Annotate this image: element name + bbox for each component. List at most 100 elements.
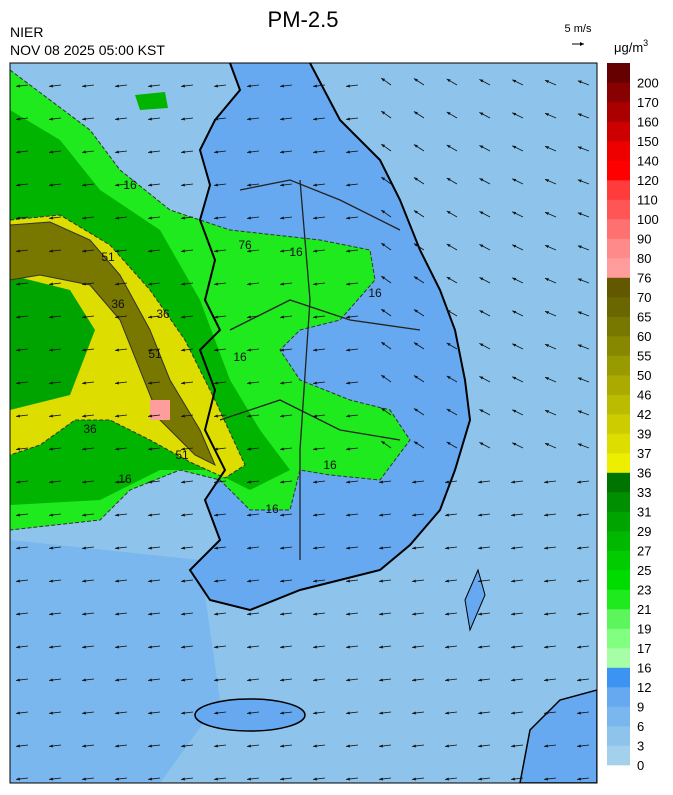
wind-arrow-head xyxy=(214,480,218,484)
wind-arrow-head xyxy=(49,150,53,154)
wind-arrow-head xyxy=(214,777,218,781)
colorbar-segment xyxy=(607,667,630,688)
wind-arrow-head xyxy=(280,150,284,154)
wind-arrow-head xyxy=(446,111,451,116)
wind-arrow-head xyxy=(280,348,284,352)
wind-arrow-head xyxy=(313,414,317,418)
wind-arrow-head xyxy=(148,546,152,550)
wind-arrow-head xyxy=(313,150,317,154)
colorbar-label: 3 xyxy=(637,739,644,754)
wind-arrow-head xyxy=(148,216,152,220)
colorbar-label: 27 xyxy=(637,544,651,559)
wind-arrow-head xyxy=(478,777,482,781)
wind-arrow-head xyxy=(148,414,152,418)
wind-arrow-head xyxy=(115,348,119,352)
wind-arrow-head xyxy=(280,612,284,616)
wind-arrow-head xyxy=(49,117,53,121)
wind-arrow-head xyxy=(512,376,517,380)
contour-label: 16 xyxy=(323,458,337,472)
colorbar-label: 6 xyxy=(637,719,644,734)
wind-arrow-head xyxy=(346,84,350,88)
wind-arrow-head xyxy=(247,480,251,484)
wind-arrow-head xyxy=(478,546,482,550)
wind-arrow-head xyxy=(313,579,317,583)
wind-arrow-head xyxy=(512,178,517,182)
wind-arrow-head xyxy=(148,381,152,385)
wind-arrow-head xyxy=(313,183,317,187)
wind-arrow-head xyxy=(247,711,251,715)
wind-arrow-head xyxy=(214,744,218,748)
colorbar-segment xyxy=(607,726,630,746)
colorbar-segment xyxy=(607,121,630,142)
wind-arrow-head xyxy=(115,84,119,88)
wind-arrow-head xyxy=(412,744,416,748)
wind-arrow-head xyxy=(115,678,119,682)
wind-arrow-head xyxy=(247,282,251,286)
wind-arrow-head xyxy=(82,183,86,187)
wind-arrow-head xyxy=(412,678,416,682)
wind-arrow-head xyxy=(445,711,449,715)
wind-arrow-head xyxy=(82,348,86,352)
wind-arrow-head xyxy=(412,546,416,550)
wind-arrow-head xyxy=(115,612,119,616)
wind-arrow-head xyxy=(413,78,418,82)
wind-arrow-head xyxy=(148,117,152,121)
wind-arrow-head xyxy=(82,249,86,253)
wind-arrow-head xyxy=(313,282,317,286)
wind-arrow-head xyxy=(313,216,317,220)
wind-arrow-head xyxy=(214,381,218,385)
colorbar: 0369121617192123252729313336373942465055… xyxy=(607,63,659,773)
pm-field-green-patch xyxy=(10,275,95,410)
colorbar-segment xyxy=(607,160,630,181)
wind-arrow-head xyxy=(379,645,383,649)
wind-arrow-head xyxy=(214,282,218,286)
wind-arrow-head xyxy=(346,612,350,616)
wind-arrow-head xyxy=(82,678,86,682)
wind-arrow-head xyxy=(479,277,484,281)
wind-arrow-head xyxy=(82,84,86,88)
wind-arrow-head xyxy=(247,348,251,352)
wind-arrow-head xyxy=(181,282,185,286)
wind-arrow-head xyxy=(381,309,386,313)
wind-arrow-head xyxy=(544,311,549,315)
wind-arrow-head xyxy=(577,443,582,447)
wind-arrow-head xyxy=(181,315,185,319)
wind-arrow-head xyxy=(115,579,119,583)
wind-arrow-head xyxy=(280,744,284,748)
wind-arrow-head xyxy=(148,249,152,253)
wind-arrow-head xyxy=(412,612,416,616)
wind-arrow-head xyxy=(181,711,185,715)
contour-label: 36 xyxy=(156,307,170,321)
wind-arrow-head xyxy=(478,513,482,517)
wind-arrow-head xyxy=(577,711,581,715)
wind-arrow-head xyxy=(148,645,152,649)
wind-arrow-head xyxy=(577,579,581,583)
wind-arrow-head xyxy=(413,342,418,346)
wind-arrow-head xyxy=(49,84,53,88)
wind-arrow-head xyxy=(479,178,484,182)
wind-arrow-head xyxy=(381,210,386,214)
wind-arrow-head xyxy=(82,414,86,418)
wind-arrow-head xyxy=(577,212,582,216)
wind-arrow-head xyxy=(16,513,20,517)
wind-arrow-head xyxy=(148,84,152,88)
wind-arrow-head xyxy=(82,612,86,616)
wind-arrow-head xyxy=(381,243,386,247)
wind-arrow-head xyxy=(346,480,350,484)
wind-arrow-head xyxy=(16,480,20,484)
wind-arrow-head xyxy=(49,513,53,517)
wind-arrow-head xyxy=(82,546,86,550)
wind-arrow-head xyxy=(412,513,416,517)
wind-arrow-head xyxy=(381,111,386,115)
wind-arrow-head xyxy=(181,447,185,451)
wind-arrow-head xyxy=(115,480,119,484)
wind-arrow-head xyxy=(479,409,484,413)
wind-arrow-head xyxy=(479,244,484,248)
wind-arrow-head xyxy=(544,513,548,517)
wind-arrow-head xyxy=(512,145,517,149)
colorbar-label: 21 xyxy=(637,602,651,617)
wind-arrow-head xyxy=(247,84,251,88)
wind-arrow-head xyxy=(16,348,20,352)
wind-arrow-head xyxy=(446,243,451,248)
wind-arrow-head xyxy=(82,381,86,385)
